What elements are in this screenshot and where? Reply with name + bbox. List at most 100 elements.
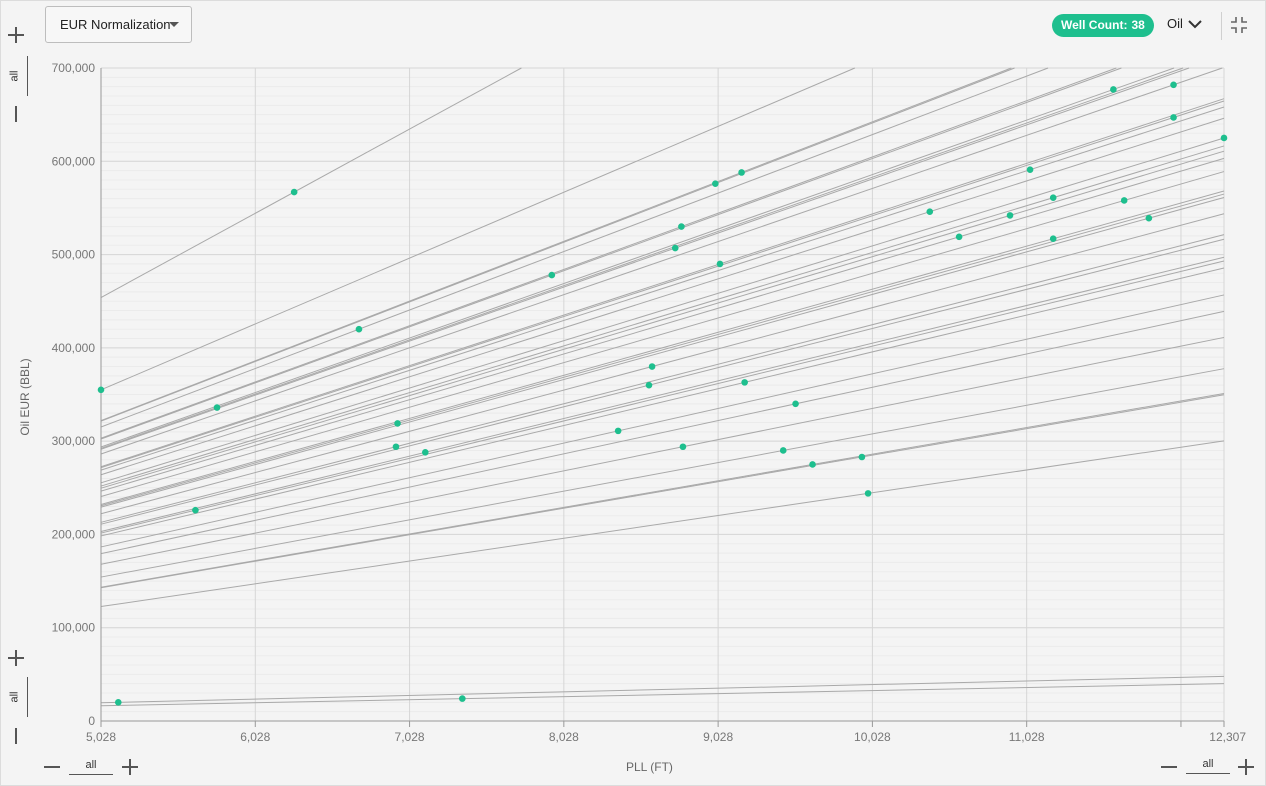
trend-line: [100, 683, 1225, 707]
data-point: [926, 208, 934, 215]
data-point: [712, 180, 719, 187]
trend-line: [100, 394, 1225, 589]
collapse-icon[interactable]: [1230, 16, 1248, 34]
data-point: [1006, 212, 1014, 219]
data-point: [614, 427, 622, 435]
data-point: [738, 169, 745, 176]
header-divider: [1221, 12, 1222, 40]
x-right-filter-value: all: [1202, 758, 1214, 770]
y-top-decrease-button[interactable]: [6, 104, 26, 124]
trend-line: [100, 67, 1012, 422]
y-tick-label: 700,000: [52, 61, 96, 75]
x-left-decrease-button[interactable]: [42, 757, 62, 777]
data-point: [671, 244, 679, 252]
trend-line: [100, 310, 1225, 555]
data-point: [355, 325, 363, 333]
trend-line: [100, 67, 1175, 448]
x-right-increase-button[interactable]: [1236, 757, 1256, 777]
trend-line: [100, 260, 1225, 534]
y-bottom-decrease-button[interactable]: [6, 726, 26, 746]
trend-line: [100, 67, 1122, 440]
trend-line: [100, 256, 1225, 533]
data-point: [1026, 166, 1034, 173]
x-tick-label: 6,028: [240, 730, 270, 744]
data-point: [716, 260, 724, 268]
x-tick-label: 8,028: [549, 730, 579, 744]
trend-lines: [100, 67, 1225, 707]
data-point: [679, 443, 687, 451]
data-point: [459, 695, 466, 702]
data-points: [97, 81, 1228, 706]
x-left-filter-value: all: [85, 759, 97, 771]
trend-line: [100, 67, 1117, 439]
data-point: [1145, 214, 1153, 222]
normalization-dropdown[interactable]: EUR Normalization: [45, 6, 192, 43]
trend-line: [100, 196, 1225, 508]
x-tick-label: 9,028: [703, 730, 733, 744]
x-tick-label: 12,307: [1209, 730, 1246, 744]
x-axis-title: PLL (FT): [626, 760, 673, 774]
y-tick-label: 100,000: [52, 621, 96, 635]
data-point: [114, 699, 122, 706]
data-point: [792, 400, 799, 408]
trend-line: [100, 137, 1225, 484]
y-tick-label: 300,000: [52, 434, 96, 448]
product-selector-label: Oil: [1167, 16, 1183, 31]
x-tick-label: 11,028: [1009, 730, 1045, 744]
data-point: [678, 223, 685, 230]
y-top-increase-button[interactable]: [6, 25, 26, 45]
trend-line: [100, 213, 1225, 515]
well-count-badge: Well Count: 38: [1052, 14, 1154, 37]
data-point: [1110, 86, 1117, 93]
data-point: [421, 449, 429, 456]
chevron-down-icon: [1188, 19, 1202, 28]
trend-line: [100, 67, 1223, 455]
trend-line: [100, 392, 1225, 588]
trend-line: [100, 193, 1225, 507]
x-left-filter-input[interactable]: all: [69, 757, 113, 775]
y-bottom-filter-input[interactable]: all: [2, 677, 28, 717]
data-point: [213, 404, 221, 411]
well-count-label: Well Count:: [1061, 18, 1128, 32]
x-right-decrease-button[interactable]: [1159, 757, 1179, 777]
data-point: [1170, 81, 1177, 89]
data-point: [1049, 194, 1057, 201]
x-left-increase-button[interactable]: [120, 757, 140, 777]
normalization-dropdown-label: EUR Normalization: [60, 17, 171, 32]
tick-labels: 0 100,000 200,000 300,000 400,000 500,000 600,…: [52, 61, 1247, 744]
caret-down-icon: [169, 22, 179, 27]
x-right-filter-input[interactable]: all: [1186, 756, 1230, 774]
product-selector[interactable]: Oil: [1167, 16, 1203, 31]
data-point: [1220, 134, 1228, 142]
trend-line: [100, 675, 1225, 704]
y-tick-label: 200,000: [52, 527, 96, 541]
trend-line: [100, 238, 1225, 525]
data-point: [1170, 114, 1177, 121]
y-top-filter-input[interactable]: all: [2, 56, 28, 96]
trend-line: [100, 294, 1225, 548]
y-bottom-increase-button[interactable]: [6, 648, 26, 668]
x-tick-label: 5,028: [86, 730, 116, 744]
data-point: [1120, 197, 1128, 204]
trend-line: [100, 98, 1225, 468]
data-point: [864, 490, 872, 497]
minor-grid: [101, 67, 1224, 722]
data-point: [858, 453, 866, 461]
data-point: [394, 420, 401, 427]
trend-line: [100, 100, 1225, 469]
y-tick-label: 600,000: [52, 154, 96, 168]
data-point: [192, 506, 199, 514]
trend-line: [100, 336, 1225, 565]
trend-line: [100, 190, 1225, 505]
trend-line: [100, 67, 856, 391]
trend-line: [100, 234, 1225, 523]
y-tick-label: 400,000: [52, 341, 96, 355]
x-tick-label: 10,028: [854, 730, 891, 744]
trend-line: [100, 106, 1225, 471]
data-point: [779, 447, 787, 454]
trend-line: [100, 171, 1225, 498]
data-point: [645, 381, 653, 389]
trend-line: [100, 145, 1225, 487]
y-tick-label: 0: [88, 714, 95, 728]
